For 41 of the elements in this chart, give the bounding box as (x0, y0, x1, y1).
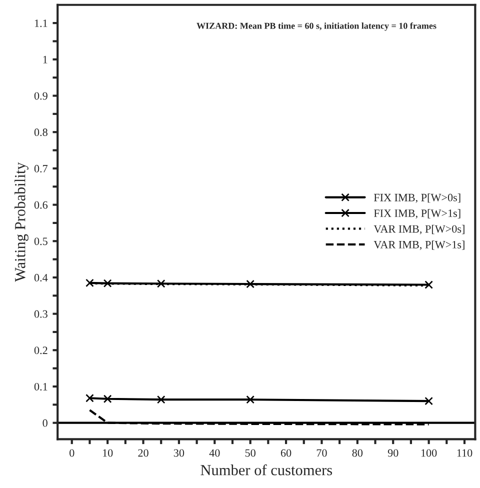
x-tick-label: 70 (316, 449, 327, 457)
y-tick-label: 0.1 (34, 382, 48, 391)
x-tick-label: 30 (174, 449, 184, 457)
x-tick-label: 10 (102, 449, 113, 457)
point (424, 396, 433, 406)
x-tick-label: 20 (138, 449, 148, 457)
legend-label: FIX IMB, P[W>1s] (374, 209, 460, 219)
y-tick-label: 1.1 (34, 20, 48, 28)
y-tick-label: 1 (43, 56, 48, 64)
y-tick-label: 0.8 (34, 128, 48, 136)
x-tick-label: 100 (421, 449, 437, 457)
y-tick-label: 0.5 (34, 238, 48, 246)
point (103, 394, 112, 404)
x-tick-label: 60 (280, 449, 292, 457)
point (246, 395, 255, 404)
point (246, 280, 255, 288)
x-tick-label: 0 (70, 449, 74, 457)
x-tick-label: 110 (457, 449, 472, 457)
legend-label: VAR IMB, P[W>1s] (374, 240, 464, 250)
y-tick-label: 0.3 (34, 310, 48, 318)
point (156, 279, 166, 288)
y-tick-label: 0.6 (34, 201, 48, 209)
y-tick-label: 0.4 (34, 274, 48, 282)
x-tick-label: 90 (388, 449, 398, 457)
y-tick-label: 0.2 (34, 346, 48, 354)
annotation: WIZARD: Mean PB time = 60 s, initiation latency = 10 frames (196, 22, 436, 31)
point (86, 394, 94, 402)
point (424, 280, 433, 289)
point (103, 279, 112, 288)
x-tick-label: 50 (245, 449, 256, 457)
y-tick-label: 0.9 (34, 92, 48, 100)
y-axis-title: Waiting Probability (14, 162, 28, 282)
legend-label: VAR IMB, P[W>0s] (374, 224, 464, 234)
x-axis-title: Number of customers (200, 464, 332, 476)
y-tick-label: 0.7 (34, 164, 48, 172)
point (86, 278, 94, 288)
point (156, 395, 166, 404)
y-tick-label: 0 (42, 419, 48, 427)
x-tick-label: 80 (352, 449, 363, 457)
x-tick-label: 40 (209, 449, 220, 457)
legend-label: FIX IMB, P[W>0s] (374, 193, 460, 203)
